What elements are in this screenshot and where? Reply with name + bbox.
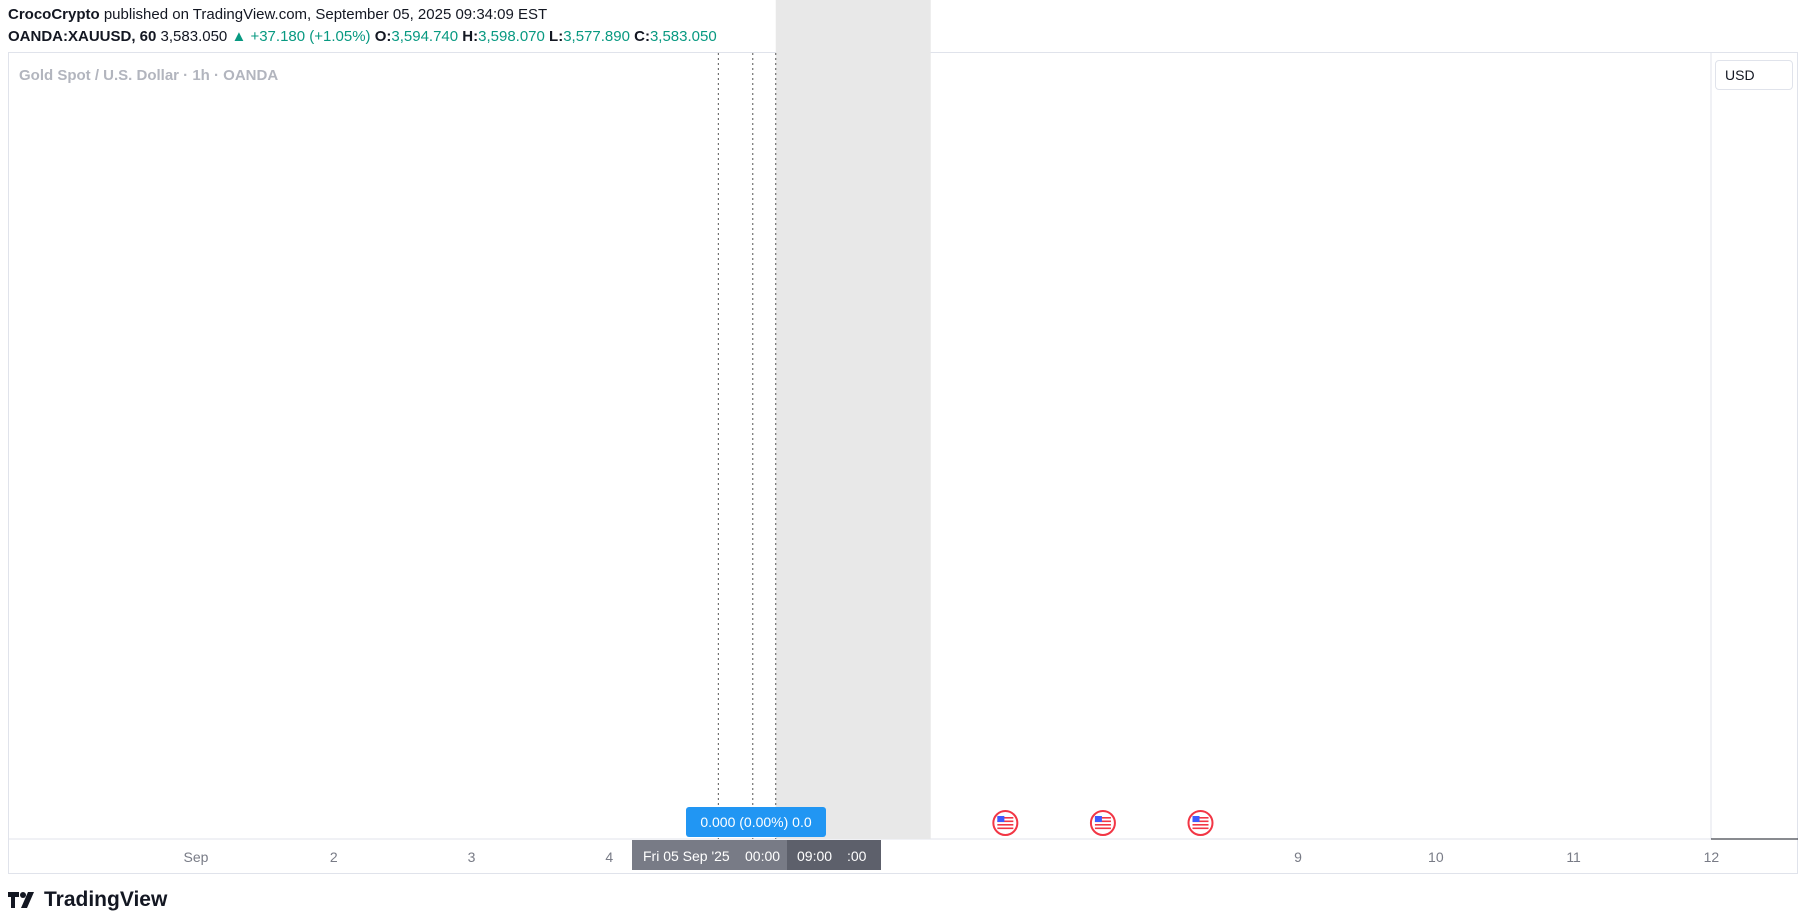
time-tick-label: 10 — [1428, 849, 1444, 865]
time-cursor-t2: 09:00 — [797, 848, 832, 864]
flag-ring — [992, 810, 1019, 836]
close-label: C: — [634, 28, 650, 45]
low-label: L: — [549, 28, 564, 45]
high-label: H: — [462, 28, 479, 45]
close-value: 3,583.050 — [649, 28, 717, 45]
time-cursor-label: Fri 05 Sep '25 00:00 09:00 :00 — [632, 840, 881, 870]
flag-stripe — [1192, 820, 1209, 823]
time-tick-label: 11 — [1566, 849, 1581, 865]
time-tick-label: 3 — [468, 849, 476, 865]
open-value: 3,594.740 — [391, 28, 459, 45]
us-flag-icon — [992, 810, 1019, 836]
chart-title: Gold Spot / U.S. Dollar · 1h · OANDA — [19, 67, 279, 84]
flag-stripe — [1094, 827, 1111, 830]
stop-zone — [775, 0, 931, 839]
ohlc-legend: OANDA:XAUUSD, 60 3,583.050 ▲ +37.180 (+1… — [8, 28, 717, 45]
flag-canton — [1192, 816, 1200, 822]
flag-canton — [997, 816, 1005, 822]
measure-pill-text: 0.000 (0.00%) 0.0 — [700, 814, 812, 830]
us-flag-icon — [1089, 810, 1116, 836]
open-label: O: — [374, 28, 392, 45]
flag-stripe — [1192, 817, 1209, 819]
time-tick-label: 4 — [605, 849, 613, 865]
time-tick-label: Sep — [184, 849, 209, 865]
flag-canton — [1094, 816, 1102, 822]
flag-stripe — [1094, 824, 1111, 826]
tradingview-logo[interactable]: TradingView — [8, 888, 167, 912]
time-cursor-t1: 00:00 — [745, 848, 780, 864]
publisher-name: CrocoCrypto — [8, 6, 100, 23]
flag-stripe — [997, 817, 1014, 819]
tradingview-logo-icon — [8, 892, 34, 908]
high-value: 3,598.070 — [478, 28, 545, 45]
flag-stripe — [1192, 824, 1209, 826]
time-tick-label: 9 — [1294, 849, 1302, 865]
publish-date: published on TradingView.com, September … — [103, 6, 548, 23]
flag-ring — [1089, 810, 1116, 836]
brand-name: TradingView — [44, 888, 168, 911]
time-tick-label: 2 — [330, 849, 338, 865]
measure-pill-bg — [686, 807, 826, 837]
flag-stripe — [1192, 827, 1209, 830]
time-tick-label: 12 — [1704, 849, 1720, 865]
publish-info: CrocoCrypto published on TradingView.com… — [8, 6, 547, 23]
time-cursor-t3: :00 — [847, 848, 867, 864]
us-flag-icon — [1187, 810, 1214, 836]
flag-stripe — [1094, 820, 1111, 823]
time-cursor-active-bg — [787, 840, 881, 870]
time-cursor-date: Fri 05 Sep '25 — [643, 848, 730, 864]
price-change: ▲ +37.180 (+1.05%) — [231, 28, 371, 45]
flag-stripe — [1094, 817, 1111, 819]
flag-stripe — [997, 827, 1014, 830]
currency-button[interactable]: USD — [1715, 60, 1793, 90]
flag-ring — [1187, 810, 1214, 836]
last-price: 3,583.050 — [160, 28, 228, 45]
flag-stripe — [997, 820, 1014, 823]
symbol-label: OANDA:XAUUSD, 60 — [8, 28, 157, 45]
low-value: 3,577.890 — [563, 28, 630, 45]
flag-stripe — [997, 824, 1014, 826]
measure-pill: 0.000 (0.00%) 0.0 — [686, 807, 826, 837]
